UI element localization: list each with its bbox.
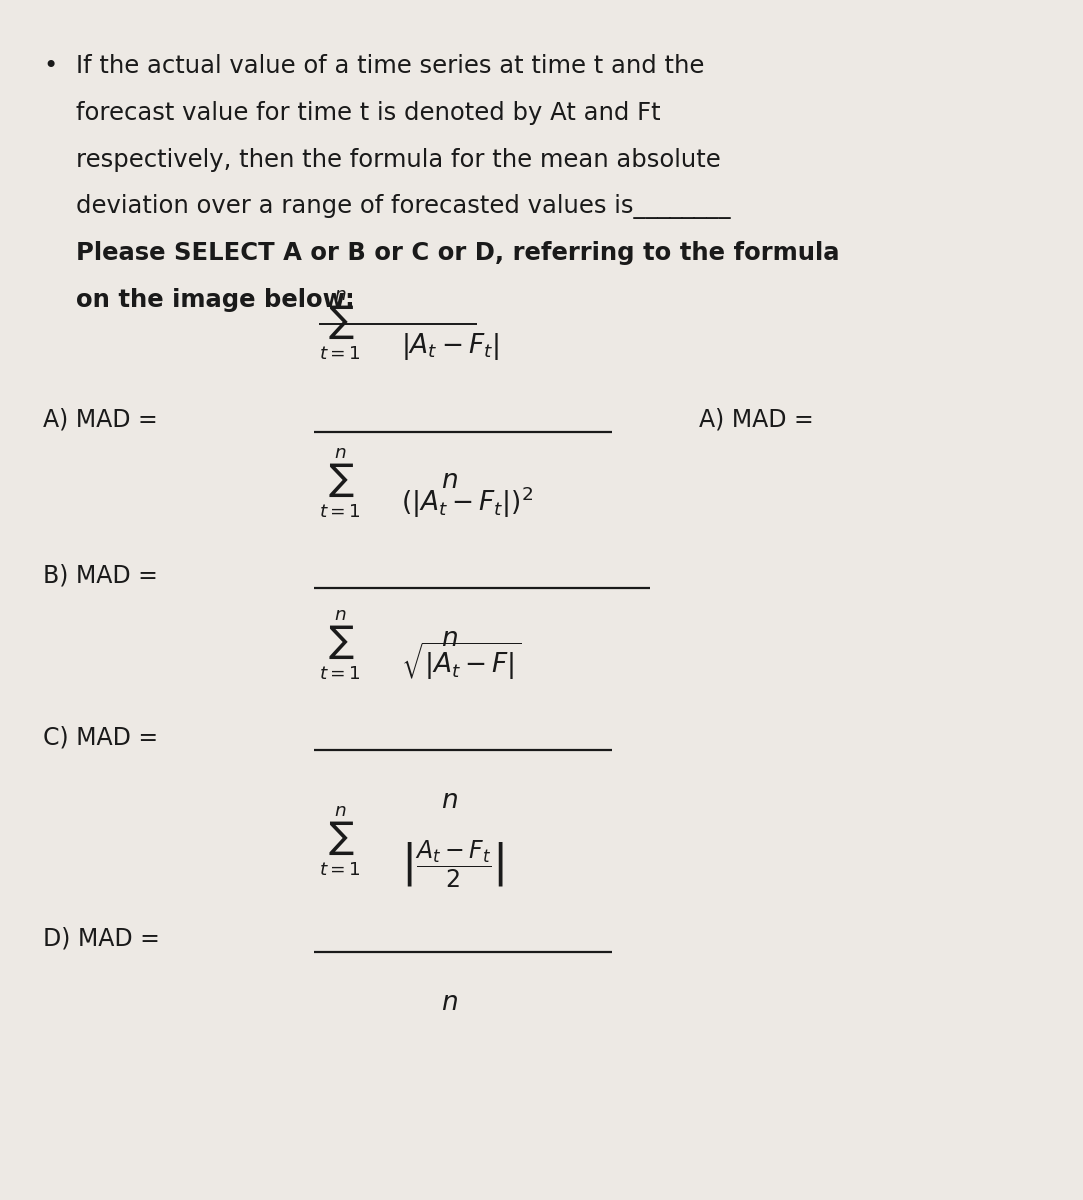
- Text: forecast value for time t is denoted by At and Ft: forecast value for time t is denoted by …: [76, 101, 661, 125]
- Text: $\sum_{t=1}^{n}$: $\sum_{t=1}^{n}$: [319, 289, 362, 362]
- Text: $\sqrt{|A_t - F|}$: $\sqrt{|A_t - F|}$: [401, 640, 521, 682]
- Text: $n$: $n$: [441, 468, 458, 494]
- Text: If the actual value of a time series at time t and the: If the actual value of a time series at …: [76, 54, 704, 78]
- Text: D) MAD =: D) MAD =: [43, 926, 160, 950]
- Text: $n$: $n$: [441, 626, 458, 653]
- Text: B) MAD =: B) MAD =: [43, 564, 158, 588]
- Text: A) MAD =: A) MAD =: [43, 408, 158, 432]
- Text: Please SELECT A or B or C or D, referring to the formula: Please SELECT A or B or C or D, referrin…: [76, 241, 839, 265]
- Text: C) MAD =: C) MAD =: [43, 726, 158, 750]
- Text: $\sum_{t=1}^{n}$: $\sum_{t=1}^{n}$: [319, 446, 362, 520]
- Text: deviation over a range of forecasted values is________: deviation over a range of forecasted val…: [76, 194, 730, 220]
- Text: A) MAD =: A) MAD =: [699, 408, 813, 432]
- Text: $|A_t - F_t|$: $|A_t - F_t|$: [401, 331, 499, 362]
- Text: $\sum_{t=1}^{n}$: $\sum_{t=1}^{n}$: [319, 608, 362, 682]
- Text: on the image below:: on the image below:: [76, 288, 354, 312]
- Text: $\left|\dfrac{A_t - F_t}{2}\right|$: $\left|\dfrac{A_t - F_t}{2}\right|$: [401, 839, 504, 890]
- Text: $(|A_t - F_t|)^2$: $(|A_t - F_t|)^2$: [401, 484, 533, 520]
- Text: •: •: [43, 54, 57, 78]
- Text: $n$: $n$: [441, 788, 458, 815]
- Text: $n$: $n$: [441, 990, 458, 1016]
- Text: respectively, then the formula for the mean absolute: respectively, then the formula for the m…: [76, 148, 720, 172]
- Text: $\sum_{t=1}^{n}$: $\sum_{t=1}^{n}$: [319, 805, 362, 878]
